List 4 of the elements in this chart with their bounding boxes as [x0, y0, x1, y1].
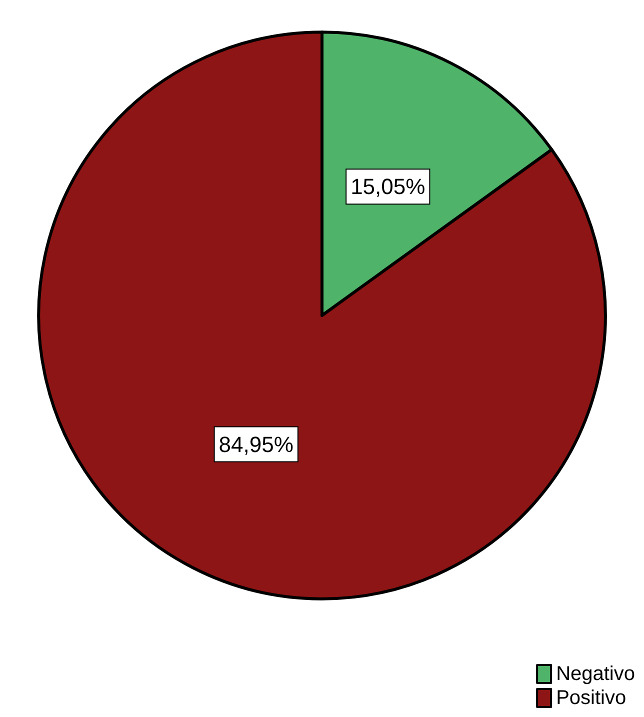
legend-label: Positivo [556, 687, 626, 709]
data-label: 84,95% [218, 432, 294, 457]
data-label: 15,05% [350, 174, 426, 200]
legend-label: Negativo [556, 663, 635, 685]
